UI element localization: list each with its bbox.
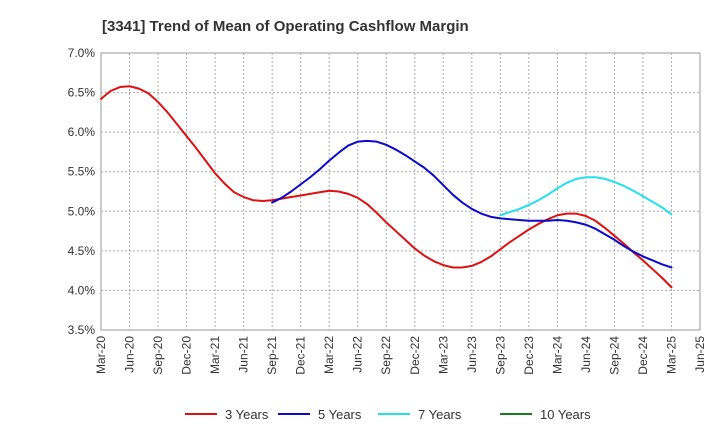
x-tick-label: Mar-22: [322, 336, 336, 374]
series-line-5-years: [271, 139, 673, 269]
x-tick-label: Sep-20: [151, 336, 165, 375]
y-tick-label: 4.5%: [68, 244, 96, 258]
x-axis: Mar-20 Jun-20 Sep-20 Dec-20 Mar-21 Jun-21 Sep-…: [94, 336, 707, 375]
x-tick-label: Dec-20: [180, 336, 194, 375]
x-tick-label: Mar-21: [208, 336, 222, 374]
x-tick-label: Sep-23: [493, 336, 507, 375]
x-tick-label: Jun-23: [465, 336, 479, 373]
legend-3-years-label: 3 Years: [225, 407, 269, 422]
series-line-3-years: [100, 85, 673, 289]
legend-7-years-label: 7 Years: [418, 407, 462, 422]
x-tick-label: Mar-23: [436, 336, 450, 374]
x-tick-label: Jun-20: [123, 336, 137, 373]
y-tick-label: 6.0%: [68, 125, 96, 139]
plot-frame: [100, 52, 701, 331]
legend-10-years-label: 10 Years: [540, 407, 591, 422]
x-tick-label: Dec-24: [636, 336, 650, 375]
x-tick-label: Sep-21: [265, 336, 279, 375]
y-tick-label: 6.5%: [68, 86, 96, 100]
x-tick-label: Jun-24: [579, 336, 593, 373]
chart-title: [3341] Trend of Mean of Operating Cashfl…: [102, 18, 469, 35]
x-tick-label: Jun-21: [237, 336, 251, 373]
y-tick-label: 5.0%: [68, 204, 96, 218]
x-tick-label: Jun-22: [351, 336, 365, 373]
x-tick-label: Mar-20: [94, 336, 108, 374]
plot-area: [100, 52, 701, 331]
y-axis: 3.5% 4.0% 4.5% 5.0% 5.5% 6.0% 6.5% 7.0%: [68, 46, 96, 337]
series-line-7-years: [499, 176, 673, 217]
x-tick-label: Mar-25: [664, 336, 678, 374]
y-tick-label: 7.0%: [68, 46, 96, 60]
x-tick-label: Dec-23: [522, 336, 536, 375]
x-tick-label: Dec-21: [294, 336, 308, 375]
legend-5-years-label: 5 Years: [318, 407, 362, 422]
x-tick-label: Dec-22: [408, 336, 422, 375]
x-tick-label: Jun-25: [693, 336, 707, 373]
x-tick-label: Sep-22: [379, 336, 393, 375]
y-tick-label: 5.5%: [68, 165, 96, 179]
legend: 3 Years 5 Years 7 Years 10 Years: [185, 407, 591, 422]
y-tick-label: 4.0%: [68, 283, 96, 297]
x-tick-label: Sep-24: [607, 336, 621, 375]
series-layer: [100, 85, 673, 289]
x-tick-label: Mar-24: [550, 336, 564, 374]
y-tick-label: 3.5%: [68, 323, 96, 337]
